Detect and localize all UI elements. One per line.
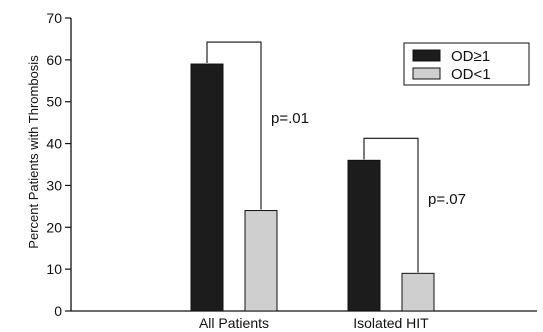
bar-1-0 (347, 159, 381, 312)
category-label-0: All Patients (199, 315, 269, 331)
legend-swatch-1 (412, 67, 441, 80)
annotations: p=.01 p=.07 (206, 41, 466, 273)
y-tick-label-0: 0 (54, 303, 62, 319)
bar-1-1 (401, 272, 435, 312)
bar-0-1 (244, 210, 278, 312)
significance-bracket-1 (363, 137, 419, 273)
y-tick-label-40: 40 (46, 136, 62, 152)
axes: 0 10 20 30 40 50 60 70 (46, 10, 537, 319)
y-tick-label-30: 30 (46, 177, 62, 193)
y-axis-title: Percent Patients with Thrombosis (26, 55, 41, 249)
legend-label-0: OD≥1 (451, 48, 490, 65)
legend: OD≥1OD<1 (403, 42, 530, 86)
y-tick-label-20: 20 (46, 219, 62, 235)
y-tick-label-50: 50 (46, 94, 62, 110)
bars: All Patients Isolated HIT (190, 63, 435, 331)
y-tick-label-10: 10 (46, 261, 62, 277)
category-label-1: Isolated HIT (353, 315, 429, 331)
bar-0-0 (190, 63, 224, 312)
legend-label-1: OD<1 (451, 66, 491, 83)
y-tick-label-70: 70 (46, 10, 62, 26)
legend-swatch-0 (412, 49, 441, 62)
significance-bracket-0 (206, 41, 262, 210)
p-value-label-1: p=.07 (428, 191, 466, 208)
p-value-label-0: p=.01 (271, 110, 309, 127)
y-tick-label-60: 60 (46, 52, 62, 68)
